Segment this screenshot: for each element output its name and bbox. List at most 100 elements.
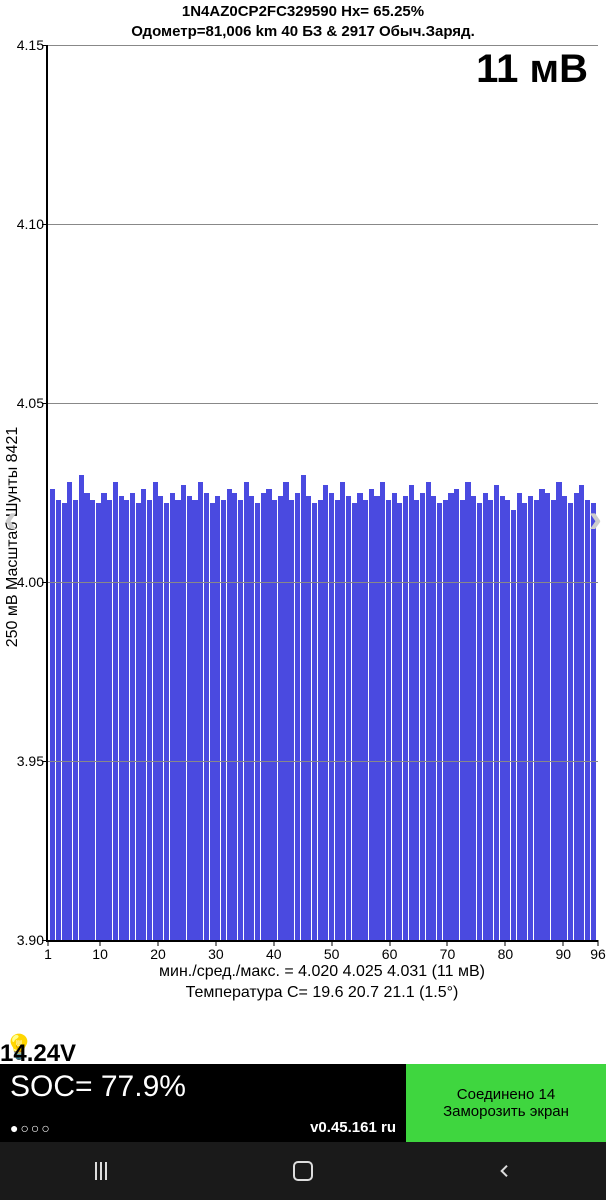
freeze-label: Заморозить экран xyxy=(443,1103,569,1120)
cell-bar xyxy=(374,496,379,940)
y-tick-label: 4.15 xyxy=(6,37,44,53)
nav-home-icon[interactable] xyxy=(291,1159,315,1183)
cell-bar xyxy=(551,500,556,940)
cell-bar xyxy=(505,500,510,940)
aux-voltage: 14.24V xyxy=(0,1040,76,1068)
cell-bar xyxy=(329,493,334,941)
cell-bar xyxy=(494,485,499,940)
cell-bar xyxy=(210,503,215,940)
chart-area: 250 мB Масштаб Шунты 8421 11 мB 3.903.95… xyxy=(0,45,606,1028)
cell-bar xyxy=(56,500,61,940)
nav-back-icon[interactable] xyxy=(493,1159,517,1183)
x-tick-label: 40 xyxy=(266,946,282,962)
x-tick-label: 90 xyxy=(555,946,571,962)
y-tick-label: 3.95 xyxy=(6,753,44,769)
cell-bar xyxy=(62,503,67,940)
page-dots[interactable]: ●○○○ xyxy=(10,1120,52,1136)
android-nav-bar xyxy=(0,1142,606,1200)
cell-bar xyxy=(301,475,306,940)
cell-bar xyxy=(409,485,414,940)
cell-bar xyxy=(50,489,55,940)
cell-bar xyxy=(107,500,112,940)
cell-bar xyxy=(483,493,488,941)
cell-bar xyxy=(431,496,436,940)
cell-bar xyxy=(249,496,254,940)
cell-bar xyxy=(266,489,271,940)
cell-bar xyxy=(340,482,345,940)
cell-bar xyxy=(170,493,175,941)
cell-bar xyxy=(192,500,197,940)
cell-bar xyxy=(119,496,124,940)
cell-bar xyxy=(181,485,186,940)
cell-bar xyxy=(147,500,152,940)
cell-bar xyxy=(420,493,425,941)
y-tick-label: 4.05 xyxy=(6,395,44,411)
cell-bar xyxy=(437,503,442,940)
cell-bar xyxy=(363,500,368,940)
y-tick-label: 3.90 xyxy=(6,932,44,948)
stats-minmax: мин./сред./макс. = 4.020 4.025 4.031 (11… xyxy=(46,962,598,983)
x-tick-label: 70 xyxy=(440,946,456,962)
cell-bar xyxy=(477,503,482,940)
cell-bar xyxy=(488,500,493,940)
chevron-right-icon[interactable]: › xyxy=(589,497,602,542)
cell-bar xyxy=(283,482,288,940)
cell-voltage-chart[interactable]: 11 мB 3.903.954.004.054.104.151102030405… xyxy=(46,45,598,942)
cell-bar xyxy=(153,482,158,940)
cell-bar xyxy=(67,482,72,940)
cell-bar xyxy=(426,482,431,940)
cell-bar xyxy=(534,500,539,940)
header-line2: Одометр=81,006 km 40 БЗ & 2917 Обыч.Заря… xyxy=(8,22,598,42)
x-tick-label: 96 xyxy=(590,946,606,962)
cell-bar xyxy=(500,496,505,940)
cell-bar xyxy=(545,493,550,941)
cell-bar xyxy=(323,485,328,940)
cell-bar xyxy=(397,503,402,940)
cell-bar xyxy=(585,500,590,940)
x-tick-label: 30 xyxy=(208,946,224,962)
cell-bar xyxy=(255,503,260,940)
cell-bar xyxy=(579,485,584,940)
cell-bar xyxy=(511,510,516,940)
chevron-left-icon[interactable]: ‹ xyxy=(4,497,17,542)
voltage-delta-overlay: 11 мB xyxy=(476,47,588,92)
cell-bar xyxy=(460,500,465,940)
cell-bar xyxy=(454,489,459,940)
header-info: 1N4AZ0CP2FC329590 Hx= 65.25% Одометр=81,… xyxy=(0,0,606,45)
cell-bar xyxy=(227,489,232,940)
x-tick-label: 1 xyxy=(44,946,52,962)
cell-bar xyxy=(221,500,226,940)
status-bar: SOC= 77.9% ●○○○ v0.45.161 ru Соединено 1… xyxy=(0,1064,606,1142)
cell-bar xyxy=(204,493,209,941)
cell-bar xyxy=(295,493,300,941)
cell-bar xyxy=(244,482,249,940)
cell-bar xyxy=(335,500,340,940)
connection-panel[interactable]: Соединено 14 Заморозить экран xyxy=(406,1064,606,1142)
cell-bar xyxy=(443,500,448,940)
x-tick-label: 50 xyxy=(324,946,340,962)
cell-bar xyxy=(568,503,573,940)
cell-bar xyxy=(386,500,391,940)
cell-bar xyxy=(124,500,129,940)
cell-bar xyxy=(346,496,351,940)
cell-bar xyxy=(238,500,243,940)
cell-bar xyxy=(403,496,408,940)
cell-bar xyxy=(113,482,118,940)
cell-bar xyxy=(392,493,397,941)
y-tick-label: 4.10 xyxy=(6,216,44,232)
header-line1: 1N4AZ0CP2FC329590 Hx= 65.25% xyxy=(8,2,598,22)
cell-bar xyxy=(198,482,203,940)
cell-bar xyxy=(471,496,476,940)
stats-temp: Температура C= 19.6 20.7 21.1 (1.5°) xyxy=(46,983,598,1004)
nav-recent-icon[interactable] xyxy=(89,1159,113,1183)
cell-bar xyxy=(261,493,266,941)
cell-bar xyxy=(215,496,220,940)
x-tick-label: 10 xyxy=(92,946,108,962)
x-tick-label: 60 xyxy=(382,946,398,962)
cell-bar xyxy=(175,500,180,940)
cell-bar xyxy=(574,493,579,941)
cell-bar xyxy=(352,503,357,940)
cell-bar xyxy=(73,500,78,940)
cell-bar xyxy=(164,503,169,940)
cell-bar xyxy=(187,496,192,940)
